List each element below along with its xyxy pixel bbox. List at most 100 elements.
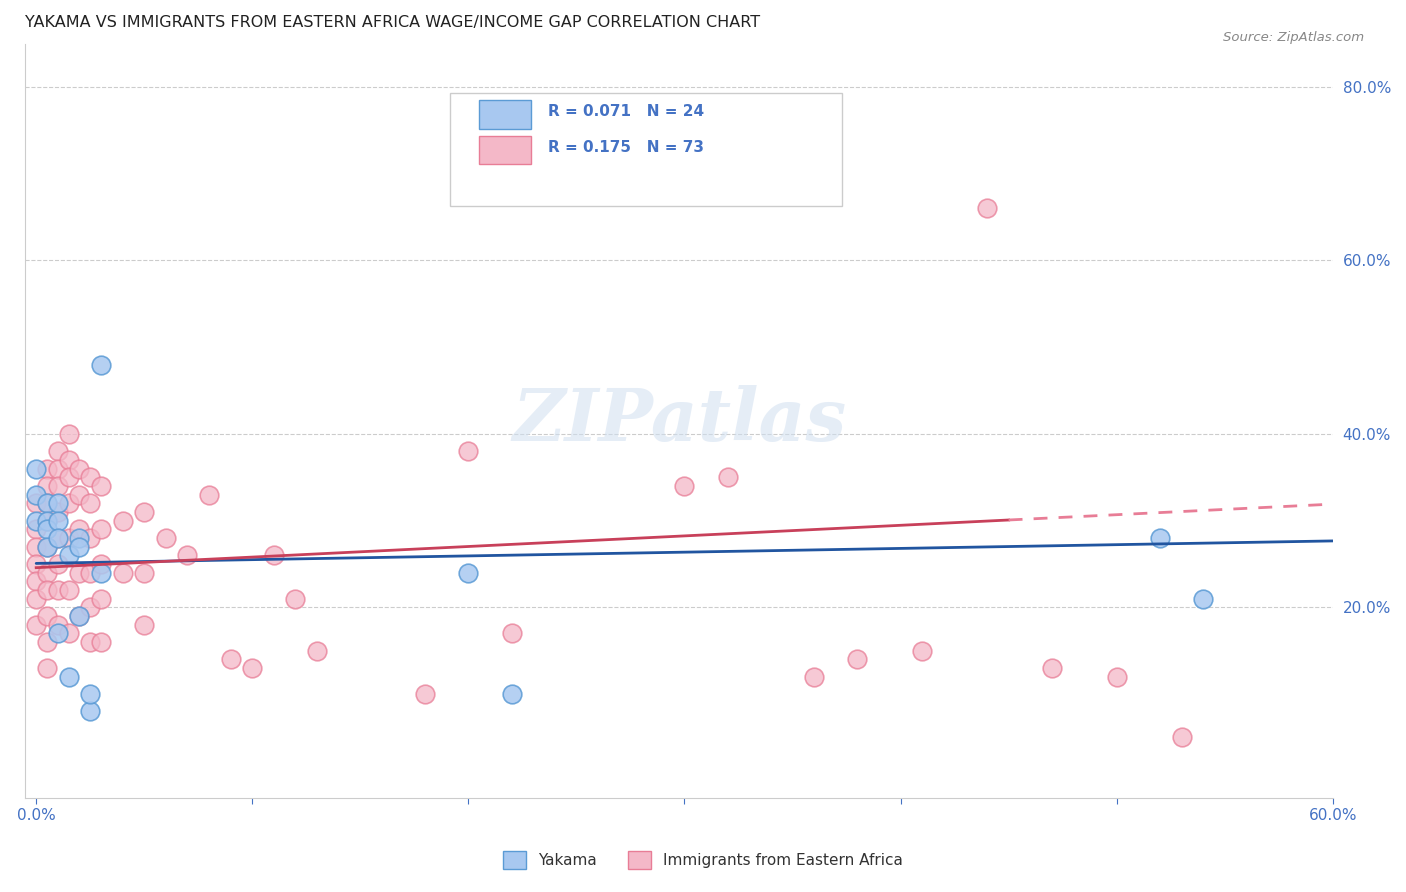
Point (134, 566, 156, 580)
Point (58, 670, 80, 684)
Point (1105, 670, 1128, 684)
Point (911, 643, 934, 657)
Point (1040, 661, 1063, 675)
Point (58, 531, 80, 545)
Point (46, 617, 69, 632)
Point (240, 661, 263, 675)
Point (284, 591, 307, 606)
Point (1192, 591, 1215, 606)
Point (35, 514, 58, 528)
Text: ZIPatlas: ZIPatlas (512, 385, 846, 457)
Point (79, 635, 101, 649)
Point (67, 461, 90, 475)
Point (25, 540, 48, 554)
FancyBboxPatch shape (479, 136, 531, 164)
Point (717, 470, 740, 484)
Point (198, 487, 221, 501)
Point (673, 479, 696, 493)
Text: R = 0.175   N = 73: R = 0.175 N = 73 (548, 139, 704, 154)
Point (58, 426, 80, 441)
Point (58, 626, 80, 640)
Point (46, 531, 69, 545)
Point (58, 453, 80, 467)
Point (219, 652, 242, 666)
Point (35, 461, 58, 475)
Point (111, 514, 134, 528)
Point (90, 479, 112, 493)
Point (35, 566, 58, 580)
Point (90, 557, 112, 571)
Point (35, 582, 58, 597)
Point (46, 505, 69, 519)
Point (111, 566, 134, 580)
Point (79, 687, 101, 701)
Point (67, 609, 90, 624)
Point (90, 522, 112, 536)
Text: R = 0.071   N = 24: R = 0.071 N = 24 (548, 104, 704, 119)
Point (35, 540, 58, 554)
Point (263, 548, 285, 562)
Point (79, 566, 101, 580)
Point (58, 582, 80, 597)
Text: YAKAMA VS IMMIGRANTS FROM EASTERN AFRICA WAGE/INCOME GAP CORRELATION CHART: YAKAMA VS IMMIGRANTS FROM EASTERN AFRICA… (25, 15, 761, 30)
Point (58, 470, 80, 484)
Point (501, 687, 523, 701)
Point (46, 626, 69, 640)
Point (46, 531, 69, 545)
Point (25, 514, 48, 528)
Point (457, 566, 479, 580)
Point (25, 591, 48, 606)
Point (25, 522, 48, 536)
Legend: Yakama, Immigrants from Eastern Africa: Yakama, Immigrants from Eastern Africa (498, 845, 908, 875)
Point (67, 522, 90, 536)
Point (25, 487, 48, 501)
Point (35, 609, 58, 624)
Point (46, 496, 69, 510)
Point (79, 496, 101, 510)
Point (79, 704, 101, 718)
Point (35, 540, 58, 554)
Point (58, 548, 80, 562)
Point (35, 635, 58, 649)
Point (25, 617, 48, 632)
Point (67, 609, 90, 624)
Point (90, 635, 112, 649)
Point (35, 661, 58, 675)
Point (79, 470, 101, 484)
Point (67, 487, 90, 501)
Point (67, 531, 90, 545)
Point (79, 600, 101, 615)
Point (134, 617, 156, 632)
Point (457, 444, 479, 458)
Point (90, 591, 112, 606)
Point (46, 514, 69, 528)
Point (25, 574, 48, 589)
Point (90, 358, 112, 372)
Point (1149, 531, 1171, 545)
Point (67, 566, 90, 580)
Point (46, 582, 69, 597)
Point (25, 557, 48, 571)
Point (803, 670, 825, 684)
Point (46, 461, 69, 475)
Point (58, 496, 80, 510)
Point (1170, 731, 1192, 745)
Point (46, 557, 69, 571)
Point (67, 540, 90, 554)
Text: Source: ZipAtlas.com: Source: ZipAtlas.com (1223, 31, 1364, 45)
Point (46, 479, 69, 493)
Point (35, 514, 58, 528)
Point (846, 652, 869, 666)
FancyBboxPatch shape (479, 100, 531, 129)
Point (35, 522, 58, 536)
Point (134, 505, 156, 519)
Point (25, 496, 48, 510)
Point (501, 626, 523, 640)
Point (307, 643, 329, 657)
Point (413, 687, 436, 701)
Point (35, 479, 58, 493)
Point (155, 531, 177, 545)
Point (25, 461, 48, 475)
Point (35, 496, 58, 510)
FancyBboxPatch shape (450, 93, 842, 206)
